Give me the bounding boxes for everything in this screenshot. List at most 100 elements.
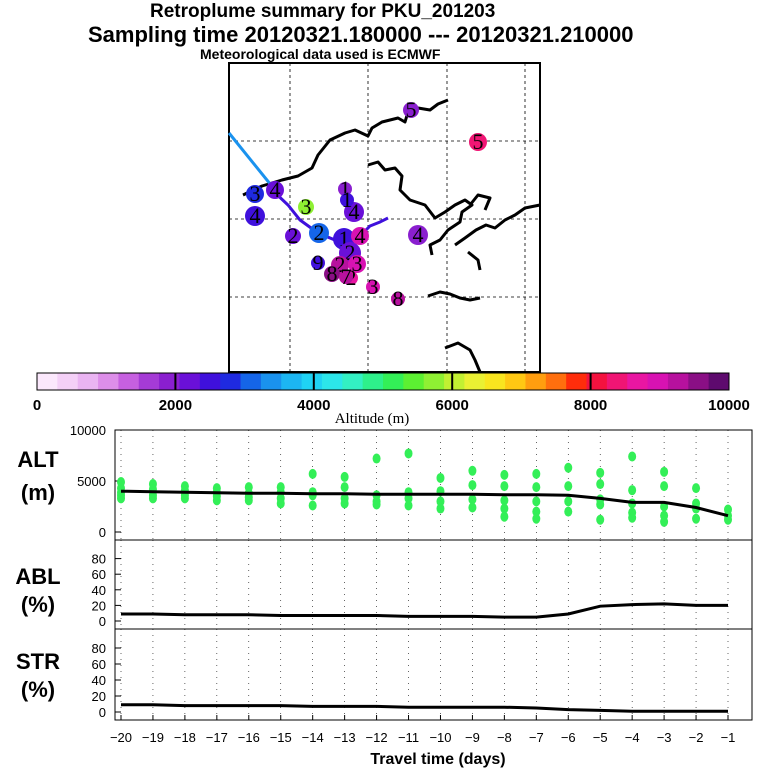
plume-track (227, 132, 277, 191)
particle-point (500, 469, 509, 480)
colorbar-swatch (179, 373, 201, 390)
particle-point (500, 495, 509, 506)
particle-point (564, 496, 573, 507)
particle-point (692, 513, 701, 524)
particle-point (628, 485, 637, 496)
colorbar-swatch (464, 373, 486, 390)
colorbar-swatch (260, 373, 282, 390)
plume-point-label: 4 (250, 203, 261, 228)
colorbar-tick-label: 10000 (708, 397, 750, 414)
x-tick-label: −3 (657, 730, 672, 745)
particle-point (500, 481, 509, 492)
plume-point (403, 102, 419, 118)
particle-point (500, 511, 509, 522)
colorbar-swatch (708, 373, 730, 390)
particle-point (468, 494, 477, 505)
plume-point-label: 7 (341, 264, 352, 289)
series-line (121, 703, 728, 713)
plume-point (344, 202, 364, 222)
particle-point (340, 482, 349, 493)
x-tick-label: −4 (625, 730, 640, 745)
particle-point (500, 503, 509, 514)
plume-point-label: 8 (327, 261, 338, 286)
colorbar-tick-label: 6000 (436, 397, 469, 414)
particle-point (308, 468, 317, 479)
x-tick-label: −2 (689, 730, 704, 745)
particle-point (180, 493, 189, 504)
particle-point (404, 493, 413, 504)
x-axis-label: Travel time (days) (370, 751, 505, 768)
mean-altitude-line (120, 489, 729, 518)
particle-point (532, 496, 541, 507)
map-frame (228, 62, 541, 373)
panel-frame (114, 628, 753, 721)
colorbar-swatch (281, 373, 303, 390)
plume-point-label: 2 (335, 252, 346, 277)
panel-label: STR (16, 649, 60, 674)
colorbar-swatch (342, 373, 364, 390)
plume-point-label: 3 (352, 251, 363, 276)
particle-point (404, 448, 413, 459)
colorbar-swatch (240, 373, 262, 390)
particle-point (117, 493, 125, 504)
plume-points: 55434321421429238273841 (245, 97, 487, 311)
colorbar-swatch (220, 373, 242, 390)
x-tick-label: −20 (110, 730, 132, 745)
colorbar-swatch (199, 373, 221, 390)
colorbar-swatch (383, 373, 404, 390)
particle-point (340, 471, 349, 482)
particle-point (596, 514, 605, 525)
particle-point (628, 512, 637, 523)
x-tick-label: −9 (465, 730, 480, 745)
plume-point-label: 4 (270, 177, 281, 202)
x-tick-label: −6 (561, 730, 576, 745)
x-tick-label: −14 (302, 730, 324, 745)
colorbar-swatch (444, 373, 465, 390)
x-tick-label: −11 (398, 730, 419, 745)
plume-point (285, 228, 301, 244)
particle-point (276, 498, 285, 509)
colorbar-swatch (606, 373, 628, 390)
particle-point (372, 453, 381, 464)
colorbar-swatch (647, 373, 669, 390)
y-tick-label: 80 (92, 641, 106, 656)
x-tick-label: −8 (497, 730, 512, 745)
colorbar-swatch (688, 373, 710, 390)
x-tick-label: −16 (238, 730, 260, 745)
particle-point (436, 503, 445, 514)
x-tick-label: −17 (206, 730, 228, 745)
plume-point (339, 270, 353, 284)
series-line (121, 602, 728, 619)
plume-point-label: 4 (413, 222, 424, 247)
particle-point (244, 495, 253, 506)
colorbar-title: Altitude (m) (335, 411, 410, 427)
plume-point (311, 256, 325, 270)
y-tick-label: 10000 (70, 423, 106, 438)
panel-frame (114, 429, 753, 541)
particle-point (308, 490, 317, 501)
plume-point (324, 266, 340, 282)
colorbar-swatch (321, 373, 343, 390)
colorbar-tick-label: 8000 (574, 397, 607, 414)
panel-label: ABL (15, 564, 60, 589)
particle-point (628, 451, 637, 462)
altitude-colorbar: 0 2000 4000 6000 8000 10000 (33, 372, 750, 414)
y-tick-label: 0 (99, 525, 106, 540)
x-tick-label: −7 (529, 730, 544, 745)
colorbar-swatch (301, 373, 323, 390)
x-tick-label: −12 (366, 730, 388, 745)
coastlines (242, 98, 541, 373)
plume-point (245, 206, 265, 226)
particle-point (212, 495, 221, 506)
colorbar-swatch (423, 373, 445, 390)
y-tick-label: 40 (92, 673, 106, 688)
panel-label-unit: (m) (21, 480, 55, 505)
y-tick-label: 20 (92, 598, 106, 613)
particle-point (468, 465, 477, 476)
plume-point (366, 280, 380, 294)
particle-point (404, 500, 413, 511)
y-tick-label: 0 (99, 614, 106, 629)
panel-label-unit: (%) (21, 677, 55, 702)
